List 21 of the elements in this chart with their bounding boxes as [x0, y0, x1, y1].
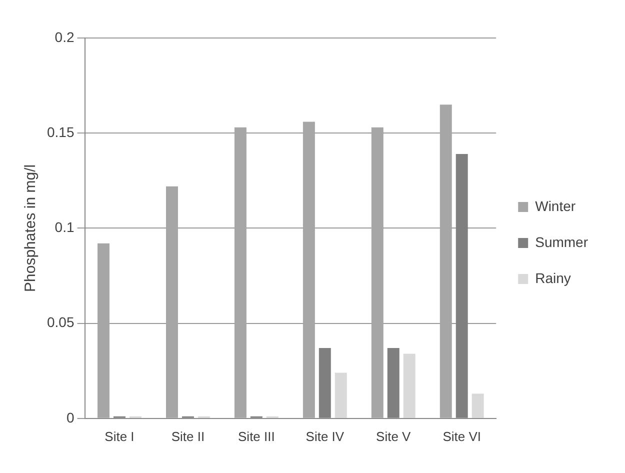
y-tick-label: 0.1	[54, 219, 74, 236]
x-tick-label: Site III	[238, 428, 275, 444]
x-tick-label: Site V	[376, 428, 412, 444]
bar	[302, 122, 315, 418]
legend-label: Rainy	[535, 270, 571, 286]
bar	[98, 243, 110, 418]
x-tick-label: Site I	[104, 428, 134, 444]
x-tick-label: Site VI	[442, 428, 482, 444]
bar	[440, 104, 452, 418]
bar	[234, 127, 246, 418]
x-tick-label: Site II	[171, 428, 205, 444]
y-tick-label: 0.05	[47, 314, 74, 330]
y-tick-label: 0.15	[47, 124, 74, 140]
bar	[371, 127, 384, 418]
x-tick-label: Site IV	[306, 428, 344, 444]
y-tick-label: 0.2	[54, 28, 74, 45]
y-axis-title: Phosphates in mg/l	[22, 164, 40, 292]
legend-label: Summer	[535, 234, 588, 250]
y-tick-label: 0	[66, 409, 74, 426]
legend-label: Winter	[535, 198, 576, 214]
bar	[166, 186, 178, 418]
